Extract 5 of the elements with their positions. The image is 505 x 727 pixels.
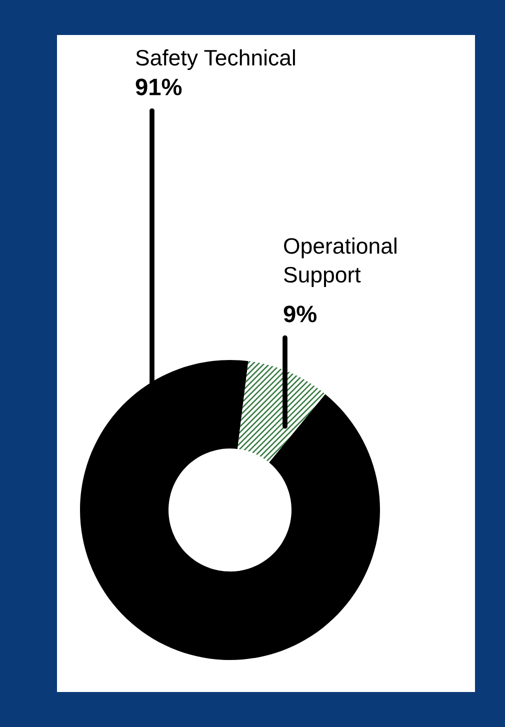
data-label: 9% [284, 306, 317, 322]
data-label: 91% [136, 78, 182, 96]
slice-label: Operational Support [284, 238, 396, 287]
donut-slice [238, 361, 326, 462]
slice-label: Safety Technical [136, 49, 295, 70]
